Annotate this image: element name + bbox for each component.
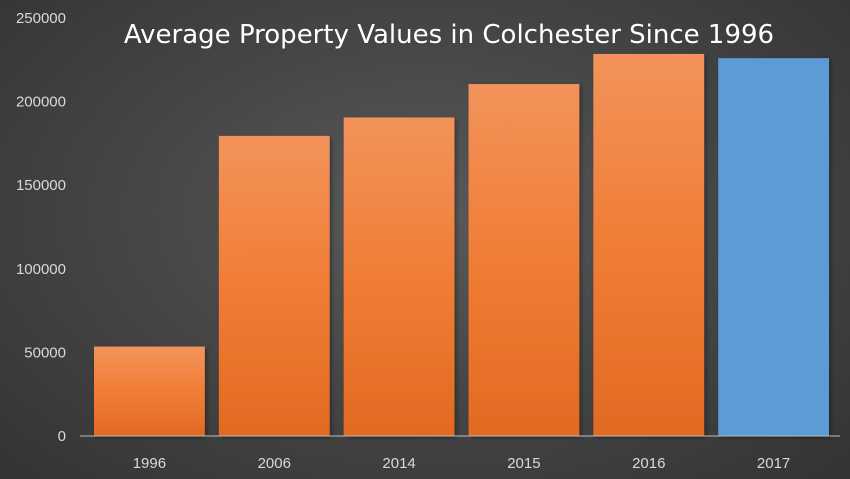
y-tick-label: 250000 bbox=[16, 10, 66, 27]
bar-2017 bbox=[718, 58, 829, 437]
y-tick-label: 100000 bbox=[16, 261, 66, 278]
x-tick-label: 2014 bbox=[382, 455, 415, 472]
chart-title: Average Property Values in Colchester Si… bbox=[124, 20, 774, 50]
y-axis-ticks: 0 50000 100000 150000 200000 250000 bbox=[16, 10, 66, 445]
x-tick-label: 2006 bbox=[258, 455, 291, 472]
x-tick-label: 2016 bbox=[632, 455, 665, 472]
y-tick-label: 0 bbox=[58, 428, 66, 445]
y-tick-label: 50000 bbox=[24, 344, 66, 361]
bar-1996 bbox=[94, 346, 205, 436]
bar-2016 bbox=[593, 53, 705, 436]
x-tick-label: 2015 bbox=[507, 455, 540, 472]
x-axis-ticks: 1996 2006 2014 2015 2016 2017 bbox=[133, 455, 791, 472]
y-tick-label: 200000 bbox=[16, 94, 66, 111]
bar-2006 bbox=[218, 135, 330, 436]
x-tick-label: 2017 bbox=[757, 455, 790, 472]
x-tick-label: 1996 bbox=[133, 455, 166, 472]
bar-2015 bbox=[468, 84, 580, 436]
y-tick-label: 150000 bbox=[16, 177, 66, 194]
bar-2014 bbox=[343, 117, 455, 436]
bars-group bbox=[94, 53, 829, 437]
